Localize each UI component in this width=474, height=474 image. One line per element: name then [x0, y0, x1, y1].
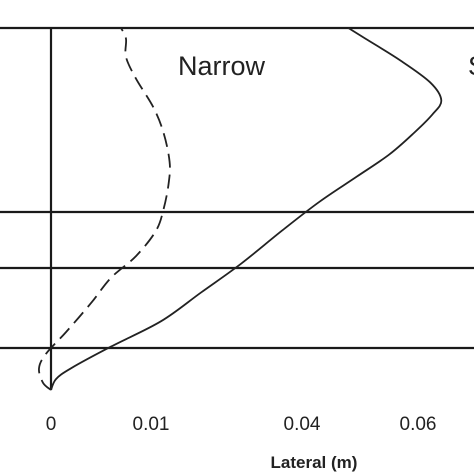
annotation-narrow: Narrow: [178, 51, 266, 81]
x-tick-label-4: 0.06: [400, 414, 437, 435]
x-tick-label-2: 0.01: [133, 414, 170, 435]
series-line-narrow: [38, 27, 171, 391]
series-layer: [38, 27, 443, 391]
x-tick-label-1: 0: [46, 414, 57, 435]
series-line-solid: [50, 27, 443, 391]
x-tick-labels: 0 0.01 0.04 0.06: [46, 414, 437, 435]
x-axis-title: Lateral (m): [271, 453, 358, 472]
annotation-s: S: [468, 51, 474, 81]
horizontal-gridlines: [0, 26, 474, 350]
x-tick-label-3: 0.04: [284, 414, 321, 435]
